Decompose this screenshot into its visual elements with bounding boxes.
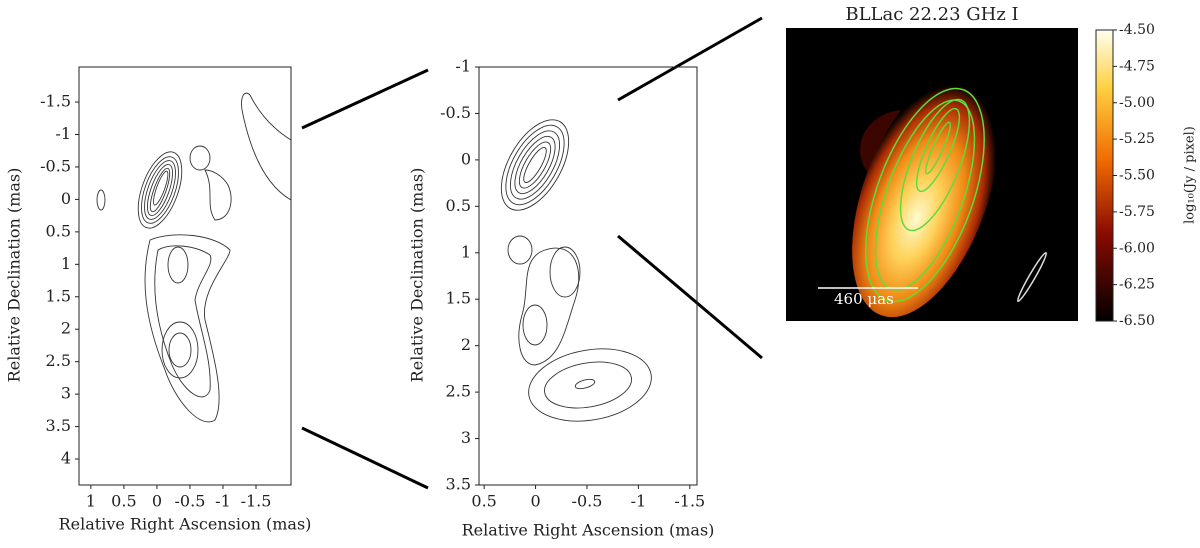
y-axis-label: Relative Declination (mas) (408, 168, 427, 383)
y-tick-label: 2.5 (46, 351, 71, 370)
image-title: BLLac 22.23 GHz I (845, 4, 1018, 25)
y-tick-label: -0.5 (40, 156, 71, 175)
y-tick-label: 4 (61, 449, 71, 468)
y-tick-label: 2 (61, 319, 71, 338)
y-tick-label: 1.5 (46, 286, 71, 305)
y-tick-label: 3 (61, 384, 71, 403)
colorbar-tick-label: -5.00 (1119, 95, 1155, 111)
y-tick-label: -1.5 (40, 92, 71, 111)
colorbar-tick-label: -6.25 (1119, 277, 1155, 293)
colorbar-tick-label: -5.75 (1119, 204, 1155, 220)
y-tick-label: 1 (461, 242, 471, 261)
x-axis-label: Relative Right Ascension (mas) (59, 515, 312, 534)
y-tick-label: -1 (455, 57, 471, 76)
connectors (301, 16, 763, 490)
y-tick-label: -1 (55, 124, 71, 143)
y-tick-label: 0 (61, 189, 71, 208)
x-tick-label: -1 (631, 492, 647, 511)
y-tick-label: -0.5 (440, 103, 471, 122)
x-tick-label: -1 (215, 492, 231, 511)
image (786, 28, 1114, 322)
colorbar-tick-label: -5.50 (1119, 168, 1155, 184)
colorbar-tick-label: -6.00 (1119, 240, 1155, 256)
x-tick-label: -0.5 (175, 492, 206, 511)
x-tick-label: -0.5 (572, 492, 603, 511)
contours-middle (500, 119, 652, 422)
colorbar-tick-label: -6.50 (1119, 313, 1155, 329)
colorbar-label: log₁₀(Jy / pixel) (1183, 126, 1198, 224)
scale-bar-label: 460 μas (834, 290, 894, 308)
colorbar-tick-label: -4.50 (1119, 22, 1155, 38)
x-tick-label: 0 (152, 492, 162, 511)
contours-left (96, 92, 292, 423)
x-axis-label: Relative Right Ascension (mas) (462, 521, 715, 540)
x-tick-label: 1 (86, 492, 96, 511)
y-tick-label: 1 (61, 254, 71, 273)
x-tick-label: 0.5 (111, 492, 136, 511)
y-tick-label: 3.5 (46, 416, 71, 435)
y-tick-label: 0.5 (46, 221, 71, 240)
y-tick-label: 2.5 (446, 382, 471, 401)
x-tick-label: 0.5 (471, 492, 496, 511)
y-tick-label: 1.5 (446, 289, 471, 308)
y-tick-label: 2 (461, 335, 471, 354)
x-tick-label: -1.5 (674, 492, 705, 511)
x-tick-label: 0 (530, 492, 540, 511)
x-tick-label: -1.5 (241, 492, 272, 511)
y-tick-label: 3 (461, 428, 471, 447)
colorbar-tick-label: -4.75 (1119, 58, 1155, 74)
colorbar-tick-label: -5.25 (1119, 131, 1155, 147)
y-tick-label: 0 (461, 149, 471, 168)
y-tick-label: 0.5 (446, 196, 471, 215)
frames (78, 66, 698, 486)
y-tick-label: 3.5 (446, 475, 471, 494)
y-axis-label: Relative Declination (mas) (5, 168, 24, 383)
